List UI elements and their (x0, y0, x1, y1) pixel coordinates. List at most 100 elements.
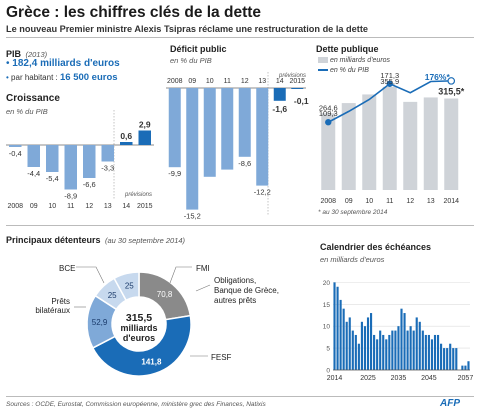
bar (342, 308, 345, 370)
x-tick-label: 11 (386, 198, 393, 205)
line-value-label: 176%* (425, 72, 451, 82)
label-prets-line1: Prêts (51, 297, 70, 306)
x-tick-label: 13 (104, 203, 112, 210)
value-label: -0,4 (9, 149, 22, 158)
bar (64, 145, 77, 190)
x-tick-label: 2057 (458, 375, 474, 382)
bar (421, 330, 424, 370)
bar (397, 326, 400, 370)
croissance-title: Croissance (6, 93, 60, 104)
footer-divider (6, 396, 474, 397)
bar (382, 86, 397, 190)
pib-per-capita-value: 16 500 euros (59, 72, 118, 83)
x-tick-label: 11 (224, 78, 231, 85)
label-oblig: Obligations, Banque de Grèce, autres prê… (214, 276, 279, 306)
bar (427, 334, 430, 370)
value-label: -8,9 (64, 192, 77, 201)
x-tick-label: 10 (365, 198, 373, 205)
bar (406, 330, 409, 370)
bar (382, 334, 385, 370)
label-oblig-line1: Obligations, (214, 276, 257, 285)
bar (336, 286, 339, 370)
bar (83, 145, 96, 178)
source-text: Sources : OCDE, Eurostat, Commission eur… (6, 401, 266, 408)
value-label: -4,4 (27, 169, 40, 178)
x-tick-label: 2015 (137, 203, 153, 210)
mid-divider (6, 225, 474, 226)
bar (291, 88, 304, 89)
y-tick-label: 5 (326, 346, 330, 353)
bar (440, 343, 443, 370)
slice-label: 52,9 (92, 318, 108, 327)
x-tick-label: 09 (188, 78, 196, 85)
bar (461, 365, 464, 370)
bar (409, 326, 412, 370)
line-value-label: 171,3 (380, 71, 399, 80)
legend-line-label: en % du PIB (329, 67, 369, 74)
afp-logo: AFP (440, 398, 460, 409)
label-fesf: FESF (211, 353, 232, 362)
bar (403, 313, 406, 370)
calendrier-title: Calendrier des échéances (320, 242, 432, 252)
bar (436, 334, 440, 370)
x-tick-label: 09 (345, 198, 353, 205)
bar (354, 334, 357, 370)
slice-label: 25 (125, 282, 134, 291)
pib-year: (2013) (25, 50, 48, 59)
label-oblig-line2: Banque de Grèce, (214, 286, 279, 295)
bar (423, 97, 438, 190)
x-tick-label: 2014 (327, 375, 343, 382)
value-label: -0,1 (294, 96, 309, 106)
forecast-label: prévisions (278, 73, 306, 79)
x-tick-label: 13 (427, 198, 435, 205)
bar (400, 308, 403, 370)
bar (424, 334, 427, 370)
croissance-chart: -0,4 2008 -4,4 09 -5,4 10 -8,9 11 -6,6 12 -3,3 13 0,… (6, 110, 154, 210)
legend-swatch-line (318, 69, 328, 72)
bar (394, 330, 397, 370)
legend-swatch-bar (318, 57, 328, 64)
pib-total: 182,4 milliards d'euros (12, 58, 120, 69)
pie-slice (113, 271, 140, 302)
bar (449, 343, 452, 370)
leader-line (169, 266, 192, 284)
deficit-title: Déficit public (170, 44, 227, 54)
bar (385, 339, 388, 370)
line-point (386, 80, 393, 87)
bar (351, 330, 354, 370)
bar (403, 101, 418, 190)
pib-per-capita-row: • par habitant : 16 500 euros (6, 72, 118, 83)
bar (446, 348, 449, 370)
label-oblig-line3: autres prêts (214, 296, 257, 305)
deficit-chart: 2008 09 10 11 12 13 14 2015 -9,9 -15,2 -8,6 -12,2 -1… (166, 72, 309, 221)
page-subtitle: Le nouveau Premier ministre Alexis Tsipr… (6, 24, 369, 34)
bar (391, 330, 394, 370)
bar (418, 321, 421, 370)
bar (221, 88, 234, 170)
bar (467, 361, 470, 370)
bar (379, 330, 382, 370)
y-tick-label: 0 (326, 368, 330, 375)
donut-chart: 70,8 141,8 52,9 25 25 (74, 266, 211, 377)
x-tick-label: 10 (48, 203, 56, 210)
bar (388, 334, 391, 370)
bar (348, 317, 351, 370)
bullet-icon: • (6, 73, 9, 82)
dette-chart: 2008 09 10 11 12 13 2014 264,6 355,9 315,5* 109,3 1… (319, 71, 465, 205)
slice-label: 25 (108, 291, 117, 300)
x-tick-label: 2008 (167, 78, 183, 85)
bar (46, 145, 59, 172)
bar (363, 326, 367, 370)
x-tick-label: 13 (258, 78, 266, 85)
value-label: -6,6 (83, 180, 96, 189)
label-fmi: FMI (196, 264, 210, 273)
value-label: 0,6 (120, 131, 132, 141)
bullet-icon: • (6, 58, 10, 69)
bar (430, 339, 434, 370)
bar (452, 348, 455, 370)
bar (339, 299, 342, 370)
bar (138, 130, 151, 145)
bar (376, 339, 379, 370)
value-label: -8,6 (238, 159, 251, 168)
bar (256, 88, 269, 186)
